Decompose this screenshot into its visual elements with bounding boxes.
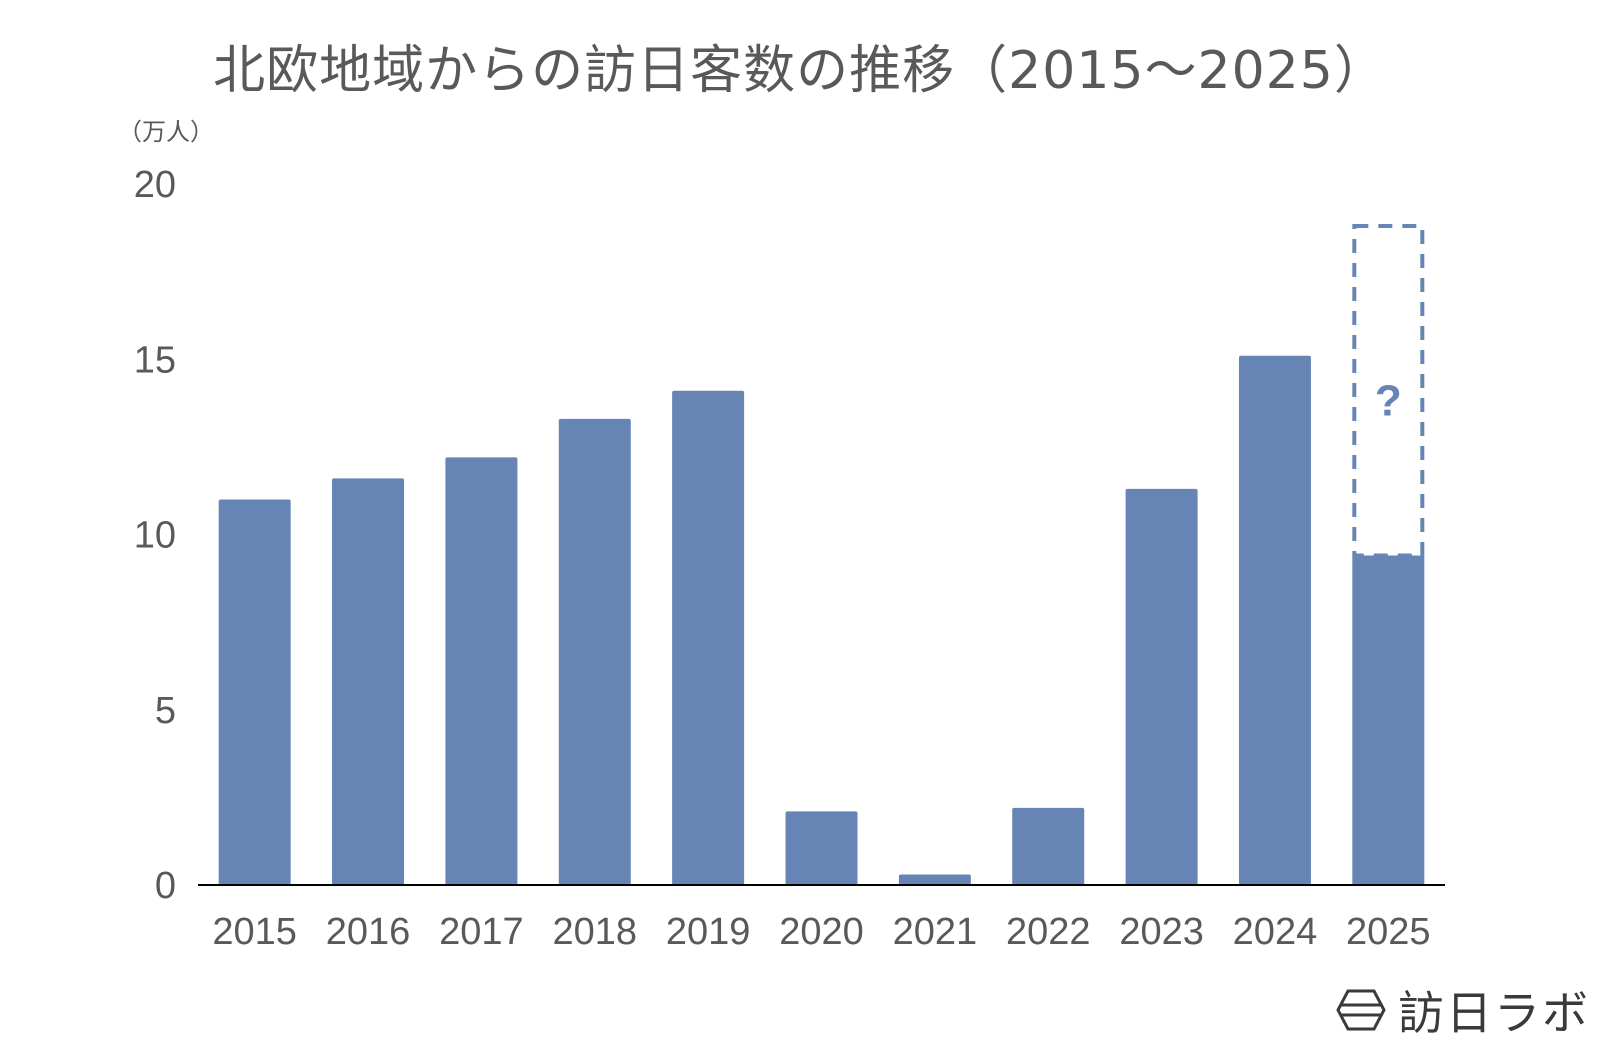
y-axis-ticks: 0 5 10 15 20 bbox=[134, 164, 176, 907]
bar-2023 bbox=[1125, 488, 1198, 885]
bar-2019 bbox=[672, 390, 745, 885]
x-tick-label: 2024 bbox=[1233, 911, 1318, 953]
brand-logo: 訪日ラボ bbox=[1336, 982, 1590, 1040]
x-tick-label: 2015 bbox=[212, 911, 297, 953]
x-tick-label: 2018 bbox=[552, 911, 637, 953]
x-tick-label: 2025 bbox=[1346, 911, 1431, 953]
bar-2021 bbox=[898, 874, 971, 885]
bars bbox=[218, 355, 1425, 885]
bar-2017 bbox=[445, 457, 518, 885]
x-tick-label: 2017 bbox=[439, 911, 524, 953]
logo-text: 訪日ラボ bbox=[1398, 986, 1590, 1040]
bar-2025 bbox=[1352, 555, 1425, 885]
projection-dashed-bar bbox=[1352, 224, 1425, 558]
bar-2016 bbox=[332, 478, 405, 885]
bar-2024 bbox=[1238, 355, 1311, 885]
x-tick-label: 2022 bbox=[1006, 911, 1091, 953]
x-tick-label: 2020 bbox=[779, 911, 864, 953]
hexagon-logo-icon bbox=[1336, 989, 1386, 1031]
x-tick-label: 2019 bbox=[666, 911, 751, 953]
x-tick-label: 2023 bbox=[1119, 911, 1204, 953]
y-tick-label: 0 bbox=[155, 865, 176, 907]
chart-title: 北欧地域からの訪日客数の推移（2015～2025） bbox=[213, 41, 1387, 101]
bar-2022 bbox=[1012, 807, 1085, 885]
x-tick-label: 2016 bbox=[326, 911, 411, 953]
bar-2015 bbox=[218, 499, 291, 885]
y-tick-label: 15 bbox=[134, 339, 176, 381]
x-tick-label: 2021 bbox=[893, 911, 978, 953]
projection-question-mark: ? bbox=[1375, 376, 1402, 425]
bar-2020 bbox=[785, 811, 858, 885]
y-axis-unit-label: （万人） bbox=[118, 118, 214, 146]
y-tick-label: 5 bbox=[155, 690, 176, 732]
bar-2018 bbox=[558, 418, 631, 885]
x-axis-labels: 2015 2016 2017 2018 2019 2020 2021 2022 2023 2024… bbox=[212, 911, 1430, 953]
y-tick-label: 10 bbox=[134, 515, 176, 557]
projection-group: ? bbox=[1352, 224, 1425, 558]
y-tick-label: 20 bbox=[134, 164, 176, 206]
